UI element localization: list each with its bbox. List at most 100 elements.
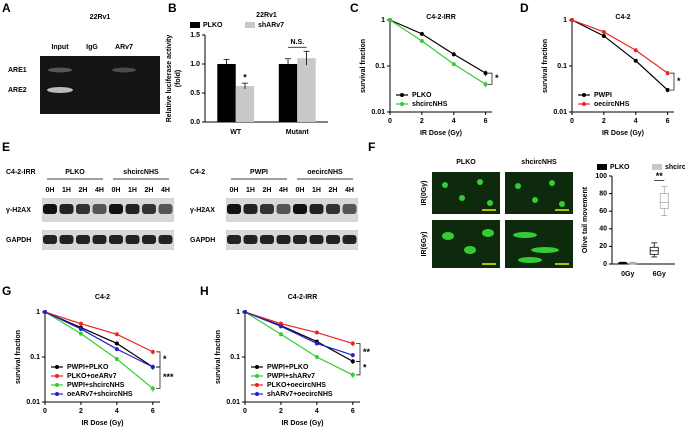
legend-label: shARv7	[258, 22, 284, 29]
blot-time: 0H	[230, 187, 239, 194]
blot-time: 4H	[345, 187, 354, 194]
x-tick-label: 2	[420, 118, 424, 125]
legend-label: shARv7+oecircNHS	[267, 391, 333, 398]
legend-label: oecircNHS	[594, 101, 630, 108]
chart-title: 22Rv1	[256, 12, 277, 19]
blot-group: PLKO	[65, 169, 85, 176]
blot-band	[293, 204, 307, 214]
x-tick-label: Mutant	[286, 129, 310, 136]
y-tick-label: 1	[563, 17, 567, 24]
data-point	[350, 353, 355, 358]
significance-bracket	[156, 366, 161, 389]
x-tick-label: 6	[484, 118, 488, 125]
blot-band	[158, 235, 173, 244]
y-axis-label: (fold)	[175, 70, 182, 88]
y-tick-label: 60	[599, 208, 607, 215]
blot-time: 2H	[263, 187, 272, 194]
series-line	[44, 311, 154, 353]
blot-band	[342, 235, 357, 244]
series-line	[389, 19, 486, 85]
lane-label: ARv7	[115, 44, 133, 51]
blot-time: 0H	[46, 187, 55, 194]
y-tick-label: 0.01	[226, 399, 240, 406]
data-point	[601, 33, 606, 38]
panel-label: G	[2, 284, 11, 298]
error-bar	[285, 58, 292, 70]
y-tick-label: 0.1	[230, 354, 240, 361]
y-tick-label: 1.0	[190, 61, 200, 68]
panel-label: C	[350, 1, 359, 15]
significance-label: *	[243, 73, 247, 83]
blot-band	[59, 235, 74, 244]
blot-time: 4H	[161, 187, 170, 194]
blot-time: 0H	[296, 187, 305, 194]
y-tick-label: 0.1	[30, 354, 40, 361]
y-tick-label: 1.5	[190, 32, 200, 39]
legend-label: PLKO	[203, 22, 223, 29]
significance-bracket	[156, 351, 161, 368]
blot-time: 1H	[246, 187, 255, 194]
data-point	[150, 386, 155, 391]
data-point	[314, 341, 319, 346]
data-point	[114, 347, 119, 352]
panel-label: D	[520, 1, 529, 15]
chart-title: C4-2-IRR	[288, 294, 318, 301]
blot-group: oecircNHS	[307, 169, 343, 176]
legend-label: PLKO+oecircNHS	[267, 382, 326, 389]
y-axis-label: survival fraction	[360, 39, 367, 93]
blot-time: 4H	[95, 187, 104, 194]
y-tick-label: 0.1	[557, 63, 567, 70]
chart-title: C4-2-IRR	[426, 14, 456, 21]
data-point	[150, 364, 155, 369]
gel-image	[40, 56, 160, 114]
blot-band	[309, 204, 324, 214]
legend-label: PWPI+shcircNHS	[67, 382, 125, 389]
legend-marker	[255, 383, 259, 387]
significance-label: N.S.	[290, 39, 304, 46]
x-tick-label: 6	[351, 408, 355, 415]
blot-band	[125, 204, 140, 214]
y-tick-label: 0.01	[26, 399, 40, 406]
legend-label: PWPI+PLKO	[267, 364, 309, 371]
significance-label: *	[677, 76, 681, 86]
data-point	[665, 71, 670, 76]
legend-label: PWPI+shARv7	[267, 373, 315, 380]
box-body	[659, 193, 669, 209]
data-point	[601, 29, 606, 34]
legend-marker	[255, 374, 259, 378]
legend-swatch	[597, 164, 607, 170]
blot-band	[260, 204, 274, 214]
y-axis-label: survival fraction	[15, 330, 22, 384]
series-line	[44, 311, 154, 368]
blot-band	[276, 204, 291, 214]
bar	[217, 64, 236, 122]
blot-time: 4H	[279, 187, 288, 194]
x-tick-label: 4	[452, 118, 456, 125]
blot-row: GAPDH	[190, 237, 215, 244]
y-axis-label: Relative luciferase activity	[166, 35, 173, 123]
y-tick-label: 0	[603, 261, 607, 268]
legend-marker	[55, 392, 59, 396]
data-point	[483, 71, 488, 76]
blot-band	[293, 235, 307, 244]
row-label: ARE2	[8, 87, 27, 94]
blot-group: PWPI	[250, 169, 268, 176]
bar	[235, 86, 255, 122]
x-tick-label: 4	[315, 408, 319, 415]
data-point	[43, 310, 47, 314]
x-tick-label: 0	[570, 118, 574, 125]
data-point	[451, 62, 456, 67]
data-point	[451, 52, 456, 57]
image-row: IR(0Gy)	[421, 181, 428, 206]
x-axis-label: IR Dose (Gy)	[420, 130, 462, 137]
legend-label: PLKO	[412, 92, 432, 99]
significance-label: *	[363, 363, 367, 373]
blot-band	[243, 235, 258, 244]
x-tick-label: 2	[79, 408, 83, 415]
legend-marker	[55, 374, 59, 378]
y-tick-label: 0.01	[553, 109, 567, 116]
y-tick-label: 0.5	[190, 90, 200, 97]
series-line	[44, 311, 154, 368]
blot-time: 2H	[79, 187, 88, 194]
